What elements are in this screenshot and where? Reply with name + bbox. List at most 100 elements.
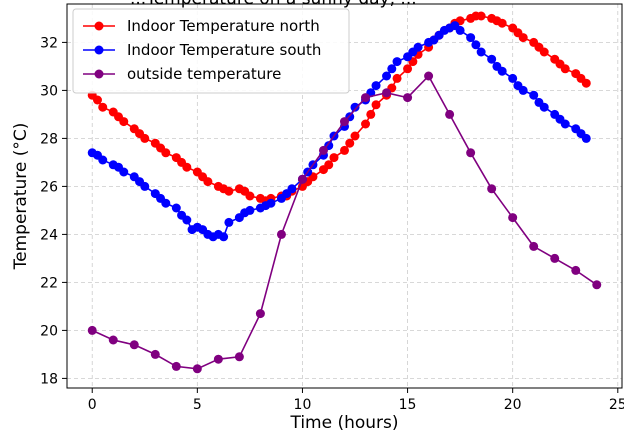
legend-label: outside temperature bbox=[127, 65, 281, 83]
x-axis-ticks: 0 5 10 15 20 25 bbox=[88, 388, 624, 413]
data-point bbox=[350, 102, 360, 112]
data-point bbox=[171, 361, 181, 371]
data-point bbox=[571, 265, 581, 275]
data-point bbox=[366, 109, 376, 119]
data-point bbox=[403, 64, 413, 74]
data-point bbox=[213, 354, 223, 364]
data-point bbox=[119, 117, 129, 127]
data-point bbox=[92, 95, 102, 105]
data-point bbox=[224, 217, 234, 227]
data-point bbox=[266, 198, 276, 208]
data-point bbox=[387, 64, 397, 74]
y-tick-label: 24 bbox=[40, 227, 58, 243]
data-point bbox=[529, 241, 539, 251]
data-point bbox=[161, 198, 171, 208]
x-tick-label: 5 bbox=[193, 397, 202, 413]
legend-marker bbox=[94, 45, 104, 55]
y-tick-label: 26 bbox=[40, 179, 58, 195]
data-point bbox=[345, 138, 355, 148]
y-tick-label: 32 bbox=[40, 35, 58, 51]
data-point bbox=[161, 148, 171, 158]
y-tick-label: 22 bbox=[40, 275, 58, 291]
data-point bbox=[471, 40, 481, 50]
data-point bbox=[129, 340, 139, 350]
data-point bbox=[203, 177, 213, 187]
data-point bbox=[140, 181, 150, 191]
data-point bbox=[497, 18, 507, 28]
y-tick-label: 30 bbox=[40, 83, 58, 99]
plot-frame bbox=[66, 3, 623, 389]
data-point bbox=[403, 93, 413, 103]
data-point bbox=[476, 47, 486, 57]
data-point bbox=[150, 349, 160, 359]
data-point bbox=[539, 47, 549, 57]
y-axis-label: Temperature (°C) bbox=[11, 123, 31, 271]
data-point bbox=[529, 90, 539, 100]
legend-label: Indoor Temperature north bbox=[127, 17, 320, 35]
data-point bbox=[560, 119, 570, 129]
data-point bbox=[392, 57, 402, 67]
series-2 bbox=[87, 71, 602, 374]
data-point bbox=[413, 42, 423, 52]
data-point bbox=[245, 191, 255, 201]
data-point bbox=[476, 11, 486, 21]
data-point bbox=[329, 153, 339, 163]
x-tick-label: 0 bbox=[88, 397, 97, 413]
data-point bbox=[140, 133, 150, 143]
data-point bbox=[455, 25, 465, 35]
chart-title: ...Temperature on a sunny day, ... bbox=[130, 0, 417, 9]
x-tick-label: 10 bbox=[294, 397, 312, 413]
data-point bbox=[518, 85, 528, 95]
data-point bbox=[560, 64, 570, 74]
data-point bbox=[382, 88, 392, 98]
data-point bbox=[318, 145, 328, 155]
data-point bbox=[487, 184, 497, 194]
data-point bbox=[255, 309, 265, 319]
legend-box bbox=[72, 8, 350, 94]
data-point bbox=[592, 280, 602, 290]
data-point bbox=[581, 78, 591, 88]
y-tick-label: 18 bbox=[40, 371, 58, 387]
data-point bbox=[219, 232, 229, 242]
x-tick-label: 20 bbox=[504, 397, 522, 413]
data-point bbox=[539, 102, 549, 112]
data-point bbox=[550, 253, 560, 263]
data-point bbox=[361, 93, 371, 103]
data-point bbox=[108, 335, 118, 345]
data-point bbox=[445, 109, 455, 119]
data-point bbox=[487, 54, 497, 64]
data-point bbox=[508, 73, 518, 83]
x-tick-label: 15 bbox=[399, 397, 417, 413]
data-point bbox=[340, 117, 349, 127]
data-point bbox=[392, 73, 402, 83]
x-axis-label: Time (hours) bbox=[289, 413, 398, 433]
series-layer bbox=[87, 11, 602, 374]
data-point bbox=[324, 160, 334, 170]
legend-marker bbox=[94, 69, 104, 79]
y-tick-label: 20 bbox=[40, 323, 58, 339]
data-point bbox=[297, 174, 307, 184]
data-point bbox=[87, 325, 97, 335]
data-point bbox=[508, 213, 518, 223]
x-tick-label: 25 bbox=[609, 397, 624, 413]
data-point bbox=[98, 155, 108, 165]
data-point bbox=[119, 167, 129, 177]
data-point bbox=[424, 71, 434, 81]
data-point bbox=[371, 81, 381, 91]
data-point bbox=[340, 145, 349, 155]
data-point bbox=[245, 205, 255, 215]
data-point bbox=[171, 203, 181, 213]
data-point bbox=[98, 102, 108, 112]
data-point bbox=[182, 162, 192, 172]
data-point bbox=[234, 352, 244, 362]
legend-label: Indoor Temperature south bbox=[127, 41, 321, 59]
data-point bbox=[382, 71, 392, 81]
y-axis-ticks: 18 20 22 24 26 28 30 32 bbox=[40, 35, 67, 387]
data-point bbox=[182, 215, 192, 225]
data-point bbox=[466, 148, 476, 158]
data-point bbox=[371, 100, 381, 110]
data-point bbox=[581, 133, 591, 143]
legend: Indoor Temperature north Indoor Temperatu… bbox=[72, 8, 350, 94]
data-point bbox=[224, 186, 234, 196]
